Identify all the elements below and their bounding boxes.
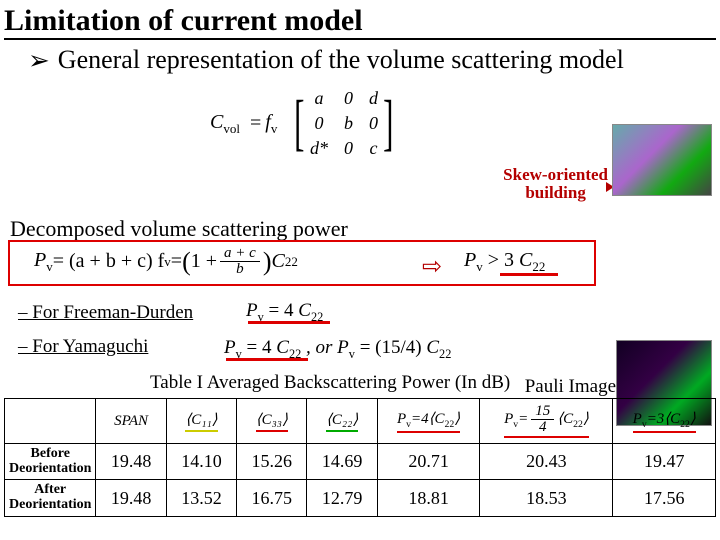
- freeman-durden-label: – For Freeman-Durden: [18, 302, 193, 324]
- cvol-equation: Cvol = fv [ a0d 0b0 d*0c ]: [210, 88, 399, 159]
- table-row: BeforeDeorientation 19.4814.1015.2614.69…: [5, 444, 716, 480]
- bullet-text: General representation of the volume sca…: [58, 46, 624, 75]
- table-row: AfterDeorientation 19.4813.5216.7512.791…: [5, 480, 716, 516]
- red-underline-icon: [226, 358, 308, 361]
- slide-title: Limitation of current model: [0, 0, 720, 38]
- bullet-item: ➢ General representation of the volume s…: [0, 46, 720, 76]
- matrix-cells: a0d 0b0 d*0c: [310, 88, 378, 159]
- right-bracket-icon: ]: [383, 97, 393, 150]
- table-header-row: SPAN ⟨C₁₁⟩ ⟨C₃₃⟩ ⟨C₂₂⟩ Pv=4⟨C22⟩ Pv=154⟨…: [5, 399, 716, 444]
- yamaguchi-label: – For Yamaguchi: [18, 336, 148, 358]
- red-underline-icon: [248, 321, 330, 324]
- backscatter-table: SPAN ⟨C₁₁⟩ ⟨C₃₃⟩ ⟨C₂₂⟩ Pv=4⟨C22⟩ Pv=154⟨…: [4, 398, 716, 517]
- implies-arrow-icon: ⇨: [422, 252, 442, 281]
- red-underline-icon: [500, 273, 558, 276]
- table-caption: Table I Averaged Backscattering Power (I…: [150, 372, 510, 394]
- pv-equation: Pv = (a + b + c) fv = ( 1 + a + cb ) C22: [34, 246, 298, 277]
- title-underline: [4, 38, 716, 40]
- pauli-image-label: Pauli Image: [525, 376, 616, 398]
- left-bracket-icon: [: [294, 97, 304, 150]
- arrow-bullet-icon: ➢: [28, 46, 50, 76]
- pv-inequality: Pv > 3 C22: [464, 249, 545, 275]
- decomp-power-label: Decomposed volume scattering power: [10, 216, 348, 242]
- skew-oriented-label: Skew-oriented building: [503, 166, 608, 202]
- skew-building-thumbnail: [612, 124, 712, 196]
